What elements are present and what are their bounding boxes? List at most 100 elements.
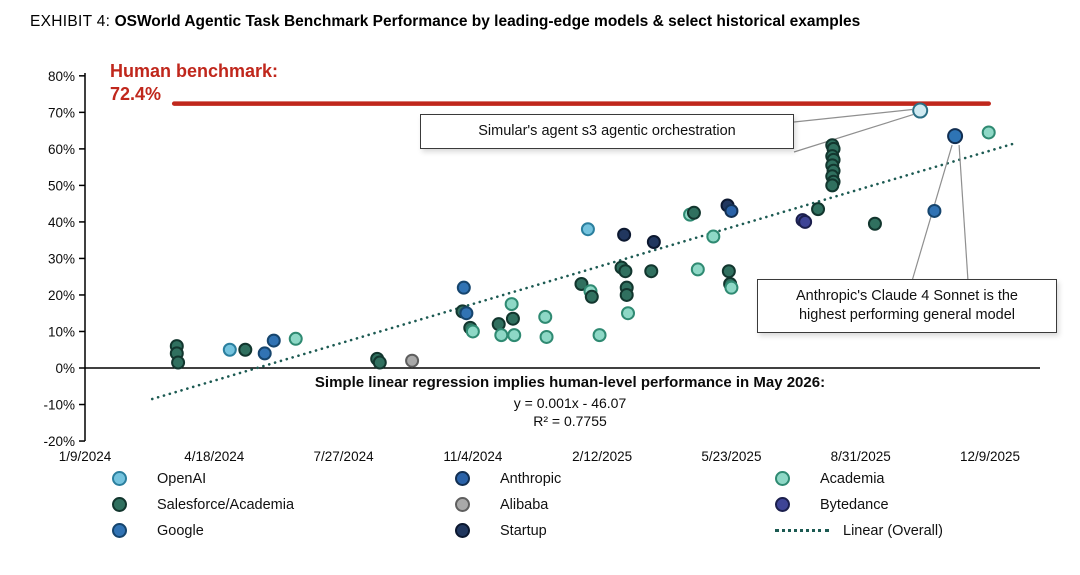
- legend-label: Startup: [500, 522, 547, 539]
- legend-dot-icon: [775, 497, 790, 512]
- y-tick-label: 30%: [48, 251, 75, 266]
- data-point: [288, 331, 303, 346]
- data-point: [266, 333, 281, 348]
- y-tick-label: 0%: [55, 361, 75, 376]
- y-tick-label: 40%: [48, 215, 75, 230]
- legend-item: Google: [112, 522, 455, 539]
- data-point: [539, 329, 554, 344]
- data-point: [867, 216, 882, 231]
- data-point: [646, 235, 661, 250]
- data-point: [825, 178, 840, 193]
- exhibit-header: EXHIBIT 4: OSWorld Agentic Task Benchmar…: [30, 13, 860, 31]
- x-tick-label: 1/9/2024: [59, 449, 112, 464]
- x-tick-label: 2/12/2025: [572, 449, 632, 464]
- data-point: [811, 202, 826, 217]
- page-title: OSWorld Agentic Task Benchmark Performan…: [114, 13, 861, 30]
- data-point: [238, 342, 253, 357]
- human-benchmark-text: Human benchmark:: [110, 61, 279, 81]
- legend-label: Google: [157, 522, 204, 539]
- legend-label: Anthropic: [500, 470, 562, 487]
- trend-line: [150, 142, 1016, 401]
- data-point: [686, 205, 701, 220]
- data-point: [257, 346, 272, 361]
- data-point: [644, 264, 659, 279]
- legend-dot-icon: [455, 497, 470, 512]
- x-tick-label: 11/4/2024: [443, 449, 503, 464]
- data-point: [927, 203, 942, 218]
- legend-label: Alibaba: [500, 496, 549, 513]
- legend-item: Salesforce/Academia: [112, 496, 455, 513]
- regression-r-squared: R² = 0.7755: [533, 413, 607, 429]
- legend-dot-icon: [775, 471, 790, 486]
- legend-column-1: OpenAI Salesforce/Academia Google: [112, 470, 455, 539]
- legend-item: Linear (Overall): [775, 522, 943, 539]
- data-point: [617, 227, 632, 242]
- annotation-anthropic: Anthropic's Claude 4 Sonnet is the highe…: [757, 279, 1057, 333]
- data-point: [618, 264, 633, 279]
- x-tick-label: 8/31/2025: [831, 449, 891, 464]
- data-point: [706, 229, 721, 244]
- data-point: [947, 128, 964, 145]
- legend-item: OpenAI: [112, 470, 455, 487]
- x-tick-label: 12/9/2025: [960, 449, 1020, 464]
- data-point: [505, 311, 520, 326]
- simular-connector: [793, 108, 913, 123]
- data-point: [619, 287, 634, 302]
- y-tick-label: -20%: [43, 434, 75, 449]
- data-point: [690, 262, 705, 277]
- y-tick-label: 20%: [48, 288, 75, 303]
- legend-item: Academia: [775, 470, 943, 487]
- data-point: [724, 203, 739, 218]
- x-tick-label: 4/18/2024: [184, 449, 245, 464]
- anthropic-connector: [958, 145, 969, 282]
- data-point: [494, 328, 509, 343]
- trend-line-swatch: [775, 529, 829, 532]
- legend: OpenAI Salesforce/Academia Google Anthropic…: [112, 470, 1060, 539]
- data-point: [724, 280, 739, 295]
- data-point: [459, 306, 474, 321]
- data-point: [584, 289, 599, 304]
- legend-dot-icon: [455, 523, 470, 538]
- y-tick-label: -10%: [43, 398, 75, 413]
- legend-label: Bytedance: [820, 496, 889, 513]
- annotation-anthropic-line2: highest performing general model: [798, 306, 1015, 323]
- regression-heading: Simple linear regression implies human-l…: [314, 374, 826, 391]
- legend-dot-icon: [455, 471, 470, 486]
- y-tick-label: 80%: [48, 69, 75, 84]
- legend-label: Linear (Overall): [843, 522, 943, 539]
- data-point: [574, 277, 589, 292]
- data-point: [504, 297, 519, 312]
- legend-item: Alibaba: [455, 496, 775, 513]
- y-tick-label: 50%: [48, 178, 75, 193]
- human-benchmark-label: Human benchmark: 72.4%: [110, 60, 278, 105]
- legend-label: Academia: [820, 470, 885, 487]
- legend-label: OpenAI: [157, 470, 207, 487]
- data-point: [171, 355, 186, 370]
- data-point: [372, 355, 387, 370]
- data-point: [507, 328, 522, 343]
- data-point: [538, 309, 553, 324]
- human-benchmark-value: 72.4%: [110, 83, 162, 104]
- x-tick-label: 7/27/2024: [314, 449, 375, 464]
- legend-item: Bytedance: [775, 496, 943, 513]
- data-point: [456, 280, 471, 295]
- exhibit-label: EXHIBIT 4:: [30, 13, 111, 30]
- data-point: [798, 214, 813, 229]
- annotation-simular-text: Simular's agent s3 agentic orchestration: [478, 123, 736, 139]
- legend-dot-icon: [112, 523, 127, 538]
- legend-dot-icon: [112, 471, 127, 486]
- data-point: [222, 342, 237, 357]
- data-point: [981, 125, 996, 140]
- regression-equation: y = 0.001x - 46.07: [513, 395, 627, 411]
- legend-column-2: Anthropic Alibaba Startup: [455, 470, 775, 539]
- regression-note: Simple linear regression implies human-l…: [240, 374, 900, 429]
- data-point: [721, 264, 736, 279]
- y-tick-label: 60%: [48, 142, 75, 157]
- data-point: [580, 222, 595, 237]
- annotation-simular: Simular's agent s3 agentic orchestration: [420, 114, 794, 149]
- annotation-anthropic-line1: Anthropic's Claude 4 Sonnet is the: [795, 288, 1019, 304]
- data-point: [912, 102, 929, 119]
- data-point: [405, 353, 420, 368]
- legend-item: Startup: [455, 522, 775, 539]
